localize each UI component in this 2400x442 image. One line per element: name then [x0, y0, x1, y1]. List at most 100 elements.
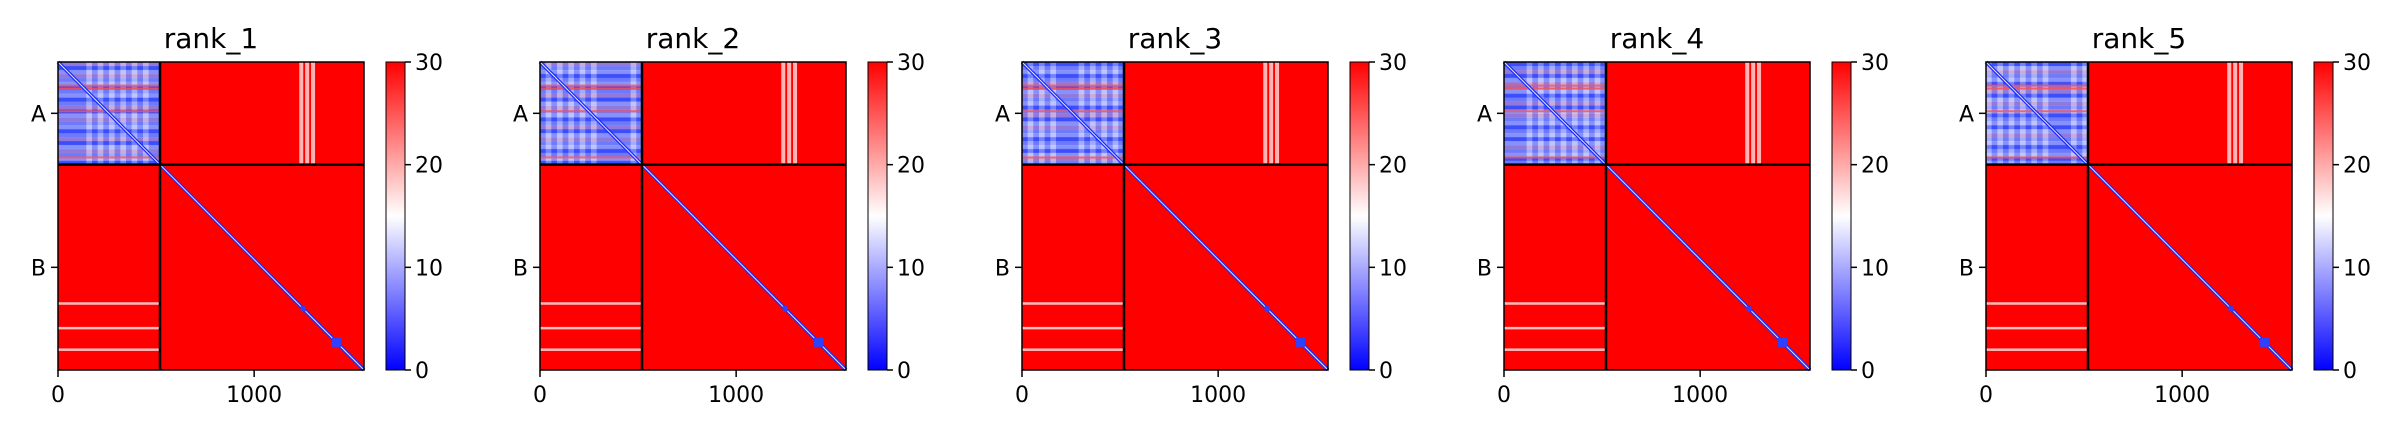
- heatmap-streak: [1504, 87, 1606, 90]
- heatmap-texture-col: [1107, 62, 1113, 165]
- heatmap-texture-col: [1044, 62, 1051, 165]
- heatmap-texture-row: [1986, 148, 2088, 154]
- heatmap-texture-col: [1543, 62, 1550, 165]
- heatmap-texture-row: [1986, 62, 2088, 67]
- heatmap-texture-row: [1022, 160, 1124, 166]
- heatmap-texture-row: [58, 152, 160, 158]
- heatmap-texture-row: [1986, 73, 2088, 79]
- heatmap-texture-row: [58, 69, 160, 75]
- colorbar-tick-label: 10: [415, 256, 443, 281]
- heatmap-texture-row: [58, 133, 160, 138]
- y-tick-label: A: [1959, 102, 1974, 127]
- heatmap-texture-row: [1504, 89, 1606, 95]
- heatmap-texture-row: [1022, 65, 1124, 71]
- heatmap-texture-col: [1589, 62, 1595, 165]
- heatmap-texture-row: [58, 81, 160, 87]
- heatmap-streak: [1986, 84, 2088, 87]
- heatmap-streak: [58, 87, 160, 90]
- heatmap-texture-col: [1078, 62, 1085, 165]
- y-tick-label: A: [1477, 102, 1492, 127]
- heatmap-texture-col: [1022, 62, 1028, 165]
- chart-title: rank_3: [1128, 22, 1222, 55]
- heatmap-texture-row: [540, 73, 642, 79]
- heatmap-domain-square: [1296, 337, 1306, 347]
- heatmap-texture-row: [1986, 160, 2088, 166]
- colorbar-tick-label: 10: [1379, 256, 1407, 281]
- heatmap-texture-row: [1986, 69, 2088, 75]
- heatmap-texture-row: [540, 77, 642, 83]
- heatmap-texture-col: [58, 62, 64, 165]
- heatmap-texture-row: [1986, 97, 2088, 102]
- heatmap-texture-row: [58, 101, 160, 106]
- heatmap-texture-col: [1532, 62, 1538, 165]
- heatmap-domain-square: [2260, 337, 2270, 347]
- colorbar-tick-label: 0: [897, 359, 911, 384]
- heatmap-texture-row: [1022, 117, 1124, 122]
- heatmap-texture-col: [69, 62, 75, 165]
- heatmap-texture-row: [58, 160, 160, 166]
- heatmap-texture-col: [1538, 62, 1544, 165]
- chart-title: rank_1: [164, 22, 258, 55]
- heatmap-texture-row: [1986, 125, 2088, 130]
- colorbar-tick-label: 30: [897, 51, 925, 76]
- heatmap-texture-col: [630, 62, 637, 165]
- heatmap-texture-row: [58, 89, 160, 95]
- heatmap-texture-col: [103, 62, 109, 165]
- heatmap-streak-BA: [1022, 348, 1124, 351]
- heatmap-texture-row: [1504, 133, 1606, 138]
- heatmap-texture-row: [1504, 93, 1606, 99]
- heatmap-domain-square: [1264, 306, 1270, 312]
- x-tick-label: 1000: [1190, 383, 1246, 408]
- colorbar-tick-label: 10: [897, 256, 925, 281]
- heatmap-texture-row: [1022, 105, 1124, 110]
- heatmap-texture-row: [540, 89, 642, 95]
- heatmap-texture-row: [540, 148, 642, 154]
- heatmap-texture-col: [1095, 62, 1102, 165]
- heatmap-texture-row: [1986, 129, 2088, 134]
- heatmap-texture-row: [540, 117, 642, 122]
- heatmap-streak-AB: [793, 62, 798, 165]
- heatmap-streak-BA: [58, 326, 160, 330]
- heatmap-texture-col: [2065, 62, 2071, 165]
- heatmap-streak-AB: [1745, 62, 1750, 165]
- heatmap-texture-col: [1504, 62, 1510, 165]
- y-tick-label: A: [31, 102, 46, 127]
- heatmap-texture-col: [1560, 62, 1567, 165]
- heatmap-texture-col: [1073, 62, 1079, 165]
- heatmap-texture-row: [58, 62, 160, 67]
- heatmap-texture-col: [596, 62, 603, 165]
- heatmap-streak-BA: [1022, 302, 1124, 305]
- heatmap-streak: [1022, 84, 1124, 87]
- heatmap-texture-row: [1986, 89, 2088, 95]
- heatmap-texture-row: [540, 129, 642, 134]
- heatmap-streak-AB: [2233, 62, 2238, 165]
- heatmap-texture-row: [1022, 133, 1124, 138]
- heatmap-texture-col: [97, 62, 104, 165]
- heatmap-streak-BA: [1986, 326, 2088, 330]
- heatmap-texture-col: [154, 62, 160, 165]
- heatmap-diagonal-core: [1021, 61, 1329, 371]
- axes-frame: [57, 61, 365, 371]
- colorbar-tick-label: 0: [2343, 359, 2357, 384]
- heatmap-texture-col: [625, 62, 631, 165]
- heatmap-texture-row: [1022, 89, 1124, 95]
- heatmap-domain-square: [1778, 337, 1788, 347]
- heatmap-texture-row: [1022, 97, 1124, 102]
- colorbar-tick-label: 30: [2343, 51, 2371, 76]
- heatmap-texture-col: [574, 62, 580, 165]
- x-tick-label: 1000: [708, 383, 764, 408]
- heatmap-texture-col: [568, 62, 574, 165]
- heatmap-texture-row: [1022, 144, 1124, 150]
- heatmap-streak: [1986, 156, 2088, 159]
- heatmap-domain-square: [814, 337, 824, 347]
- heatmap-texture-col: [114, 62, 121, 165]
- x-tick-label: 0: [533, 383, 547, 408]
- heatmap-texture-col: [2059, 62, 2066, 165]
- heatmap-texture-col: [585, 62, 591, 165]
- heatmap-texture-row: [1022, 140, 1124, 146]
- x-tick-label: 0: [51, 383, 65, 408]
- heatmap-streak: [1504, 156, 1606, 159]
- colorbar: [1831, 61, 1852, 371]
